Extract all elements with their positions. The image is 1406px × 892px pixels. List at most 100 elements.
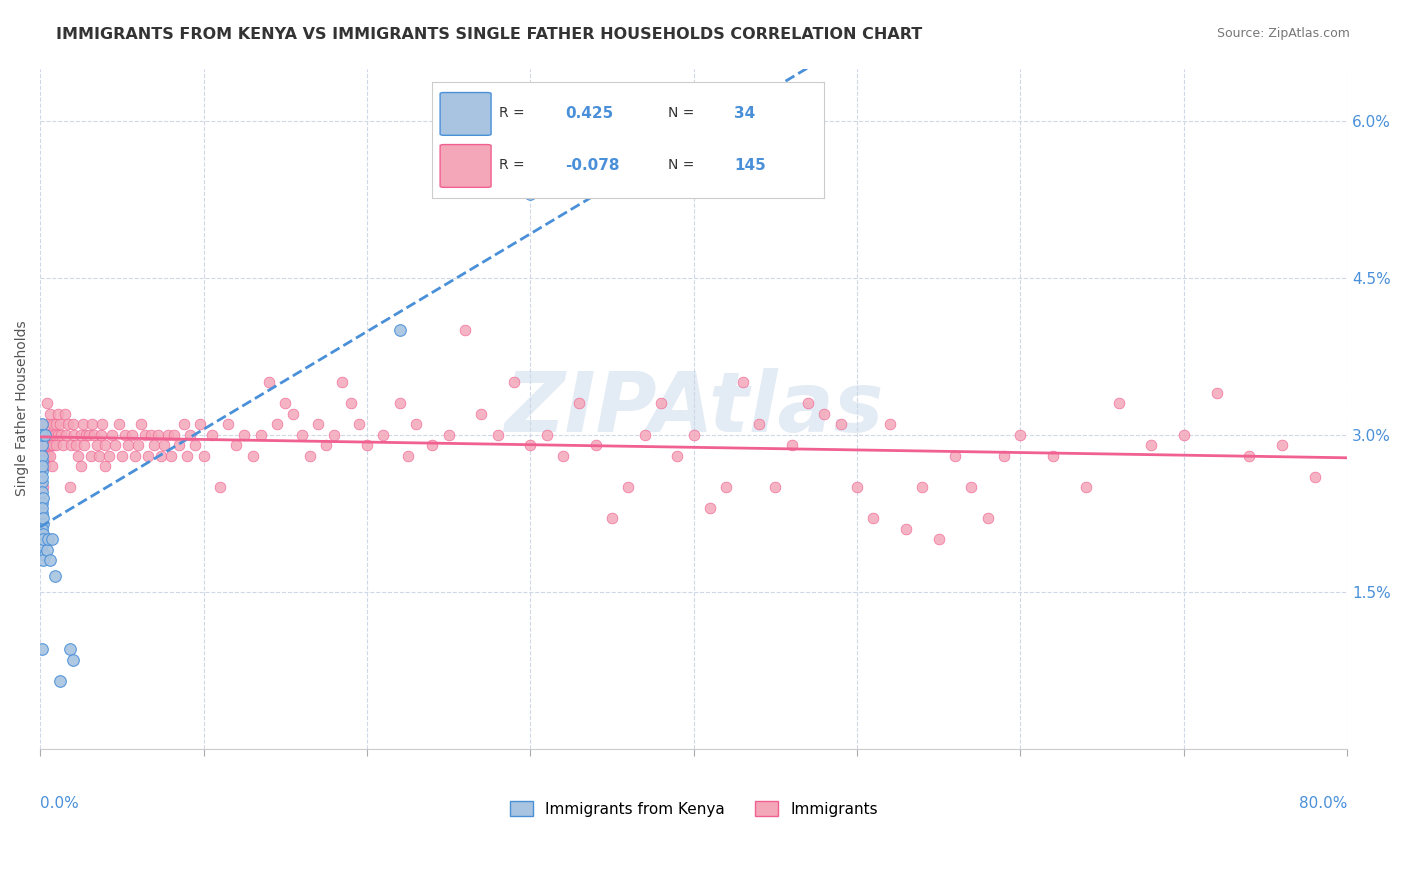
Point xyxy=(290,427,312,442)
Point xyxy=(58,480,80,494)
Point xyxy=(150,449,173,463)
Point xyxy=(46,407,69,421)
Point xyxy=(405,417,427,432)
Point xyxy=(42,438,65,452)
Point xyxy=(1237,449,1260,463)
Point xyxy=(31,459,53,474)
Point xyxy=(1108,396,1130,410)
Point xyxy=(31,475,53,489)
Point xyxy=(35,438,58,452)
Point xyxy=(41,533,63,547)
Point xyxy=(347,417,370,432)
Point xyxy=(39,407,62,421)
Point xyxy=(315,438,337,452)
Point xyxy=(48,673,70,688)
Point xyxy=(37,427,59,442)
Point xyxy=(879,417,901,432)
Point xyxy=(184,438,207,452)
Point xyxy=(780,438,803,452)
Point xyxy=(307,417,329,432)
Point xyxy=(34,459,56,474)
Point xyxy=(470,407,492,421)
Point xyxy=(62,653,84,667)
Point xyxy=(911,480,934,494)
Point xyxy=(208,480,231,494)
Point xyxy=(173,417,195,432)
Point xyxy=(249,427,271,442)
Point xyxy=(32,553,55,567)
Point xyxy=(201,427,224,442)
Point xyxy=(1074,480,1097,494)
Point xyxy=(134,427,156,442)
Point xyxy=(94,459,117,474)
Point xyxy=(617,480,640,494)
Point xyxy=(159,449,181,463)
Point xyxy=(136,449,159,463)
Point xyxy=(31,438,53,452)
Y-axis label: Single Father Households: Single Father Households xyxy=(15,321,30,497)
Point xyxy=(70,459,93,474)
Point xyxy=(650,396,672,410)
Point xyxy=(35,417,58,432)
Text: 0.0%: 0.0% xyxy=(41,797,79,812)
Point xyxy=(39,427,62,442)
Point xyxy=(31,485,53,500)
Point xyxy=(70,427,93,442)
Point xyxy=(31,443,53,458)
Point xyxy=(143,438,166,452)
Point xyxy=(1010,427,1032,442)
Text: 80.0%: 80.0% xyxy=(1299,797,1347,812)
Point xyxy=(35,396,58,410)
Point xyxy=(45,438,67,452)
Point xyxy=(600,511,623,525)
Point xyxy=(46,427,69,442)
Point xyxy=(188,417,211,432)
Point xyxy=(44,427,66,442)
Point xyxy=(894,522,917,536)
Point xyxy=(388,323,411,337)
Point xyxy=(87,449,110,463)
Point xyxy=(153,438,176,452)
Point xyxy=(503,376,526,390)
Point xyxy=(117,438,139,452)
Point xyxy=(1042,449,1064,463)
Point xyxy=(83,427,105,442)
Point xyxy=(1303,469,1326,483)
Point xyxy=(32,438,55,452)
Point xyxy=(73,438,96,452)
Point xyxy=(31,538,53,552)
Point xyxy=(58,642,80,657)
Point xyxy=(121,427,143,442)
Point xyxy=(31,506,53,520)
Point xyxy=(551,449,574,463)
Point xyxy=(225,438,247,452)
Point xyxy=(396,449,419,463)
Point xyxy=(167,438,190,452)
Point xyxy=(31,496,53,510)
Point xyxy=(39,553,62,567)
Point xyxy=(56,417,79,432)
Point xyxy=(37,533,59,547)
Point xyxy=(32,491,55,505)
Point xyxy=(179,427,201,442)
Point xyxy=(454,323,477,337)
Point xyxy=(62,417,84,432)
Point xyxy=(131,417,153,432)
Point xyxy=(66,449,89,463)
Point xyxy=(34,427,56,442)
Point xyxy=(339,396,361,410)
Point xyxy=(763,480,786,494)
Point xyxy=(127,438,149,452)
Point xyxy=(41,438,63,452)
Point xyxy=(86,438,108,452)
Point xyxy=(519,438,541,452)
Point xyxy=(748,417,770,432)
Point xyxy=(634,427,657,442)
Point xyxy=(977,511,1000,525)
Point xyxy=(41,459,63,474)
Point xyxy=(34,548,56,562)
Text: Source: ZipAtlas.com: Source: ZipAtlas.com xyxy=(1216,27,1350,40)
Point xyxy=(323,427,346,442)
Point xyxy=(217,417,239,432)
Point xyxy=(31,417,53,432)
